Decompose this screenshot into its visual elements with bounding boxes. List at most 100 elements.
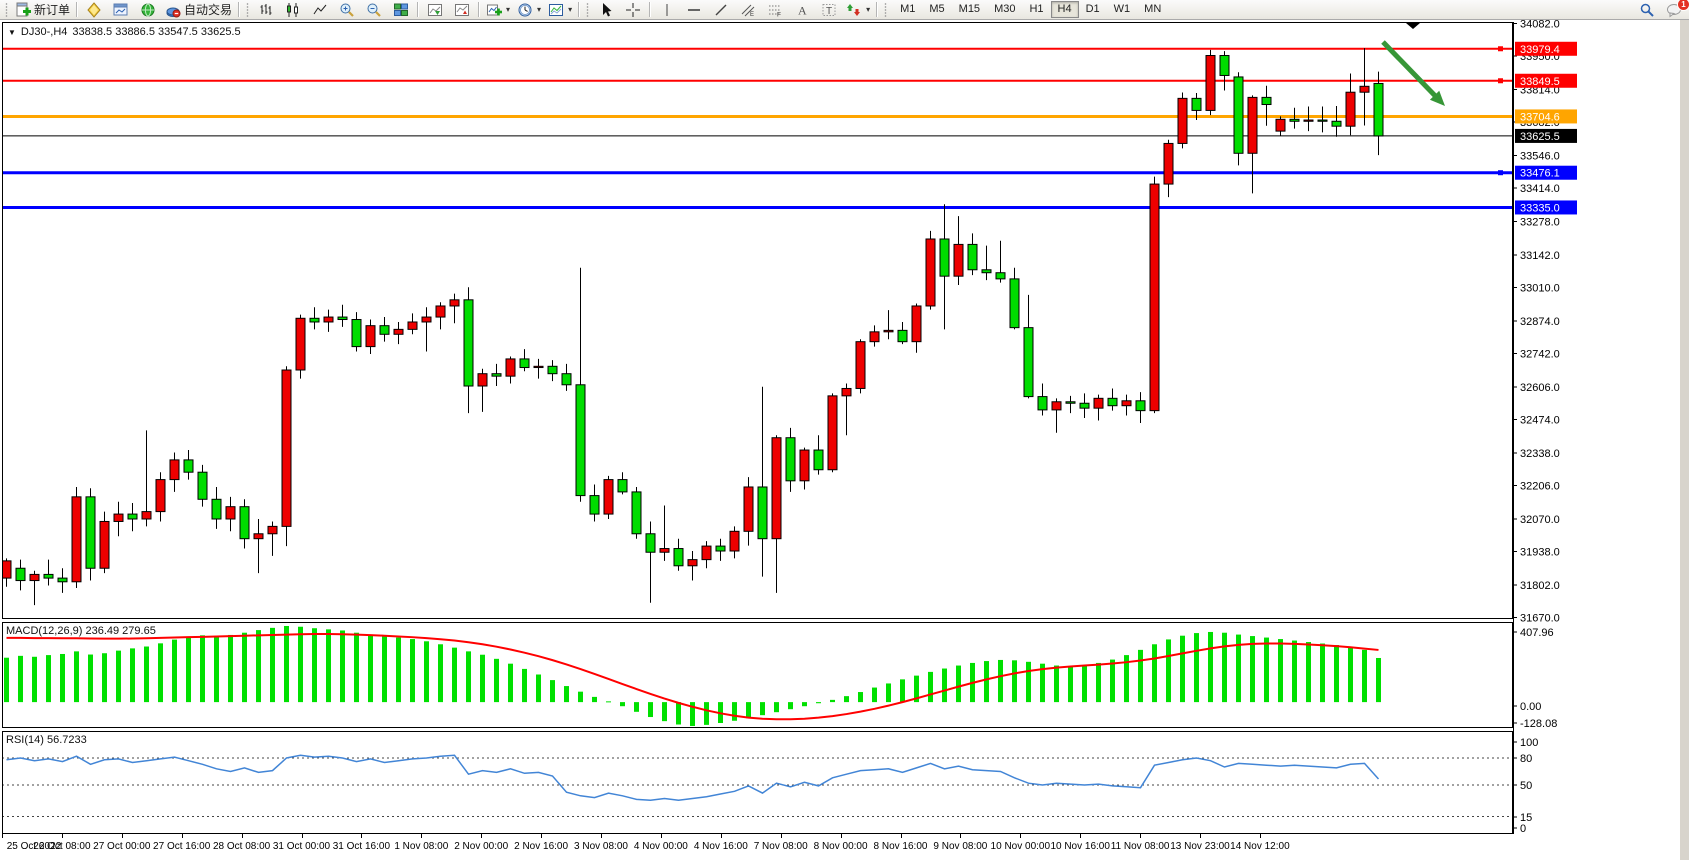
toolbar-grip[interactable] <box>4 2 9 17</box>
timeframe-button-d1[interactable]: D1 <box>1085 3 1100 15</box>
new-chart-button[interactable] <box>108 0 134 20</box>
time-label: 7 Nov 08:00 <box>753 841 808 852</box>
time-label: 4 Nov 00:00 <box>633 841 688 852</box>
toolbar-separator <box>417 2 420 17</box>
time-label: 26 Oct 08:00 <box>33 841 91 852</box>
time-tick <box>1259 834 1261 838</box>
time-label: 28 Oct 08:00 <box>212 841 271 852</box>
time-label: 10 Nov 00:00 <box>990 841 1051 852</box>
time-tick <box>301 834 303 838</box>
search-icon <box>1640 3 1654 17</box>
time-tick <box>1080 834 1082 838</box>
time-label: 25 Oct 2022 <box>6 841 62 852</box>
svg-text:E: E <box>750 12 754 18</box>
new-order-button[interactable]: 新订单 <box>12 0 73 20</box>
horizontal-line-tool-button[interactable] <box>681 0 707 20</box>
time-tick <box>601 834 602 838</box>
trendline-tool-button[interactable] <box>708 0 734 20</box>
chart-bars-button[interactable] <box>253 0 279 20</box>
horizontal-line-icon <box>688 8 701 11</box>
toolbar-separator <box>478 2 481 17</box>
ohlc-readout: 33838.5 33886.5 33547.5 33625.5 <box>72 26 241 38</box>
indicators-button[interactable]: ▾ <box>483 0 513 20</box>
timeframe-button-h4[interactable]: H4 <box>1050 1 1079 18</box>
svg-text:33546.0: 33546.0 <box>1520 151 1560 163</box>
cursor-tool-button[interactable] <box>593 0 619 20</box>
rsi-label: RSI(14) 56.7233 <box>6 734 87 746</box>
channel-tool-button[interactable]: E <box>735 0 761 20</box>
svg-text:15: 15 <box>1520 812 1532 824</box>
auto-scroll-button[interactable] <box>422 0 448 20</box>
vertical-line-tool-button[interactable] <box>654 0 680 20</box>
time-tick <box>780 834 782 838</box>
crosshair-tool-button[interactable] <box>620 0 646 20</box>
timeframe-button-h1[interactable]: H1 <box>1029 3 1044 15</box>
time-label: 27 Oct 16:00 <box>153 841 211 852</box>
time-tick <box>1140 834 1142 838</box>
symbol-dropdown-icon[interactable]: ▼ <box>8 27 16 37</box>
timeframe-toolbar: M1 M5 M15 M30 H1 H4 D1 W1 MN <box>893 1 1168 18</box>
toolbar-separator <box>876 2 879 17</box>
svg-text:33979.4: 33979.4 <box>1520 44 1560 56</box>
arrows-tool-button[interactable]: ▾ <box>843 0 873 20</box>
time-axis[interactable]: 25 Oct 2022 26 Oct 08:00 27 Oct 00:00 27 Oc… <box>2 834 1513 858</box>
templates-button[interactable]: ▾ <box>545 0 575 20</box>
periods-button[interactable]: ▾ <box>514 0 544 20</box>
rsi-panel-canvas[interactable] <box>2 731 1513 834</box>
svg-text:31938.0: 31938.0 <box>1520 547 1560 559</box>
autotrading-button[interactable]: 自动交易 <box>162 0 235 20</box>
time-tick <box>481 834 483 838</box>
toolbar-grip[interactable] <box>585 2 591 17</box>
toolbar-separator <box>76 2 79 17</box>
timeframe-button-w1[interactable]: W1 <box>1113 3 1131 15</box>
dropdown-caret-icon: ▾ <box>537 5 542 14</box>
arrow-objects-icon <box>847 3 861 16</box>
new-order-icon <box>16 2 31 16</box>
chart-line-button[interactable] <box>307 0 333 20</box>
svg-text:33414.0: 33414.0 <box>1520 183 1560 195</box>
bar-chart-icon <box>260 3 272 15</box>
time-label: 4 Nov 16:00 <box>693 841 748 852</box>
svg-text:100: 100 <box>1520 737 1538 749</box>
auto-scroll-icon <box>428 3 443 16</box>
svg-text:0: 0 <box>1520 823 1526 835</box>
zoom-in-button[interactable] <box>334 0 360 20</box>
toolbar-grip[interactable] <box>883 2 889 17</box>
text-tool-button[interactable]: A <box>789 0 815 20</box>
toolbar-grip[interactable] <box>245 2 251 17</box>
autotrading-icon <box>166 7 181 17</box>
svg-text:31802.0: 31802.0 <box>1520 580 1560 592</box>
dropdown-caret-icon: ▾ <box>506 5 511 14</box>
timeframe-button-m1[interactable]: M1 <box>900 3 916 15</box>
zoom-out-button[interactable] <box>361 0 387 20</box>
chat-button[interactable]: 1 <box>1661 0 1689 20</box>
svg-text:A: A <box>798 3 807 17</box>
tile-windows-button[interactable] <box>388 0 414 20</box>
main-chart-canvas[interactable] <box>2 22 1513 619</box>
navigator-button[interactable] <box>135 0 161 20</box>
time-label: 27 Oct 00:00 <box>93 841 151 852</box>
macd-panel-canvas[interactable] <box>2 622 1513 728</box>
timeframe-button-m5[interactable]: M5 <box>929 3 945 15</box>
svg-text:-128.08: -128.08 <box>1520 718 1557 730</box>
label-tool-button[interactable]: T <box>816 0 842 20</box>
text-label-icon: T <box>822 3 836 17</box>
search-button[interactable] <box>1634 0 1660 20</box>
time-tick <box>241 834 243 838</box>
market-watch-button[interactable] <box>81 0 107 20</box>
timeframe-button-m30[interactable]: M30 <box>994 3 1016 15</box>
time-tick <box>121 834 123 838</box>
svg-text:T: T <box>826 6 832 17</box>
svg-text:32338.0: 32338.0 <box>1520 448 1560 460</box>
chart-shift-button[interactable] <box>449 0 475 20</box>
fibonacci-tool-button[interactable]: F <box>762 0 788 20</box>
svg-text:33625.5: 33625.5 <box>1520 131 1560 143</box>
timeframe-button-mn[interactable]: MN <box>1144 3 1162 15</box>
add-indicator-icon <box>487 4 503 15</box>
timeframe-button-m15[interactable]: M15 <box>958 3 981 15</box>
chart-candles-button[interactable] <box>280 0 306 20</box>
navigator-globe-icon <box>141 3 155 16</box>
time-label: 13 Nov 23:00 <box>1170 841 1230 852</box>
svg-text:33142.0: 33142.0 <box>1520 250 1560 262</box>
price-axis[interactable]: 34082.033950.033814.033682.033546.033414… <box>1513 20 1689 858</box>
